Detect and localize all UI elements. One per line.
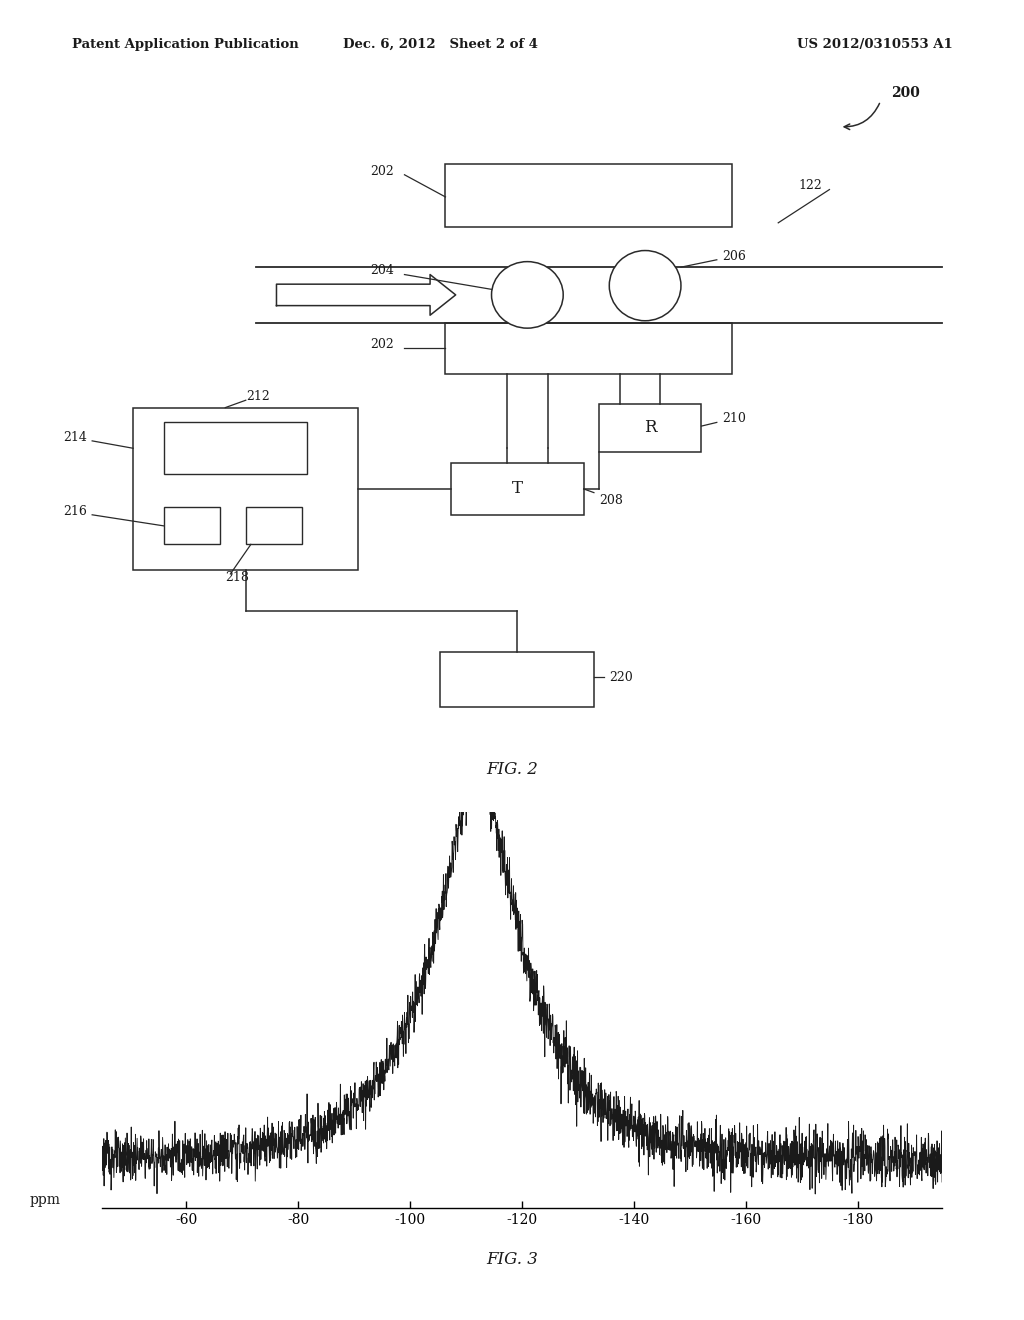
Bar — [133, 408, 358, 570]
Text: FIG. 2: FIG. 2 — [486, 762, 538, 779]
Text: 212: 212 — [246, 389, 269, 403]
Text: 200: 200 — [891, 86, 920, 100]
Text: R: R — [644, 420, 656, 437]
Text: 220: 220 — [609, 671, 633, 684]
Text: 202: 202 — [371, 165, 394, 178]
Bar — [440, 652, 594, 708]
Text: 122: 122 — [799, 180, 822, 193]
Text: ppm: ppm — [30, 1193, 60, 1206]
Text: Patent Application Publication: Patent Application Publication — [72, 38, 298, 51]
Text: 202: 202 — [371, 338, 394, 351]
Text: 210: 210 — [722, 412, 745, 425]
Bar — [445, 322, 732, 375]
Text: 218: 218 — [225, 572, 249, 585]
Bar — [246, 507, 302, 544]
Bar — [599, 404, 701, 451]
Text: 208: 208 — [599, 494, 623, 507]
Bar — [451, 463, 584, 515]
Text: 214: 214 — [63, 430, 87, 444]
Text: US 2012/0310553 A1: US 2012/0310553 A1 — [797, 38, 952, 51]
Text: Dec. 6, 2012   Sheet 2 of 4: Dec. 6, 2012 Sheet 2 of 4 — [343, 38, 538, 51]
Bar — [164, 507, 220, 544]
Text: FIG. 3: FIG. 3 — [486, 1251, 538, 1269]
Text: 204: 204 — [371, 264, 394, 277]
Ellipse shape — [492, 261, 563, 329]
Bar — [445, 164, 732, 227]
Text: 216: 216 — [63, 504, 87, 517]
Bar — [164, 422, 307, 474]
Ellipse shape — [609, 251, 681, 321]
Text: 206: 206 — [722, 249, 745, 263]
Text: T: T — [512, 480, 522, 498]
